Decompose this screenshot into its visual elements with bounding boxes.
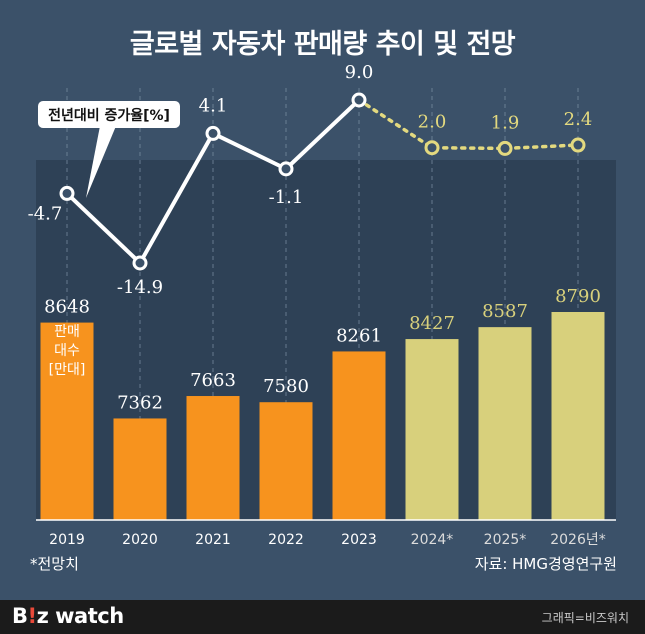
bar-unit-label-line: 대수 [54, 343, 80, 359]
line-value-label: 2.0 [418, 112, 447, 133]
line-point [205, 125, 221, 141]
line-value-label: 2.4 [564, 109, 593, 130]
bar [478, 327, 532, 520]
bar-unit-label-line: 판매 [54, 324, 80, 340]
bar-value-label: 8427 [409, 313, 455, 334]
line-points [59, 92, 586, 271]
forecast-note: *전망치 [30, 555, 79, 573]
line-point [351, 92, 367, 108]
line-value-label: -1.1 [269, 187, 304, 208]
brand-logo: B!z watch [12, 604, 124, 628]
line-point [497, 140, 513, 156]
brand-logo-watch: watch [55, 604, 124, 628]
bar-value-label: 7663 [190, 370, 236, 391]
line-labels: -4.7 -14.9 4.1 -1.1 9.0 2.0 1.9 2.4 [28, 62, 593, 298]
bar [113, 418, 167, 520]
chart-title: 글로벌 자동차 판매량 추이 및 전망 [129, 29, 516, 60]
graphic-credit: 그래픽=비즈워치 [541, 611, 629, 625]
x-tick-label: 2021 [195, 532, 231, 548]
brand-bar: B!z watch 그래픽=비즈워치 [0, 600, 645, 634]
chart: 8648 7362 7663 7580 8261 8427 8587 8790 2019 202… [28, 62, 616, 548]
brand-logo-i: ! [27, 604, 38, 628]
x-tick-label: 2020 [122, 532, 158, 548]
bar-value-label: 8790 [555, 286, 601, 307]
bar [40, 322, 94, 520]
line-value-label: 4.1 [199, 95, 228, 116]
source-note: 자료: HMG경영연구원 [474, 555, 617, 573]
bar-value-label: 8587 [482, 301, 528, 322]
brand-logo-b: B [12, 604, 28, 628]
bar [332, 351, 386, 520]
line-forecast [357, 98, 580, 151]
x-tick-label: 2026년* [550, 532, 606, 548]
line-legend-callout: 전년대비 증가율[%] [38, 101, 180, 198]
bar-value-label: 8261 [336, 325, 382, 346]
line-value-label: -4.7 [28, 203, 63, 224]
bar [405, 339, 459, 520]
x-tick-label: 2022 [268, 532, 304, 548]
bar [551, 312, 605, 520]
callout-box [38, 101, 180, 128]
bar-value-label: 7362 [117, 392, 163, 413]
line-point [278, 161, 294, 177]
callout-pointer [86, 126, 116, 198]
bar-value-label: 8648 [44, 297, 90, 318]
x-axis-labels: 2019 2020 2021 2022 2023 2024* 2025* 2026년* [36, 519, 616, 548]
line-value-label: 1.9 [491, 112, 520, 133]
x-tick-label: 2025* [484, 532, 527, 548]
line-point [570, 137, 586, 153]
bar-series [40, 312, 605, 520]
line-value-label: -14.9 [117, 277, 163, 298]
bar-value-label: 7580 [263, 376, 309, 397]
bar [186, 396, 240, 520]
bar [259, 402, 313, 520]
bar-unit-label-line: [만대] [49, 362, 86, 378]
callout-text: 전년대비 증가율[%] [48, 107, 170, 124]
line-point [424, 140, 440, 156]
x-tick-label: 2023 [341, 532, 377, 548]
bar-labels: 8648 7362 7663 7580 8261 8427 8587 8790 [44, 286, 601, 413]
brand-logo-z: z [36, 604, 49, 628]
line-point [59, 185, 75, 201]
line-point [132, 255, 148, 271]
x-tick-label: 2019 [49, 532, 85, 548]
x-tick-label: 2024* [411, 532, 454, 548]
line-value-label: 9.0 [345, 62, 374, 83]
